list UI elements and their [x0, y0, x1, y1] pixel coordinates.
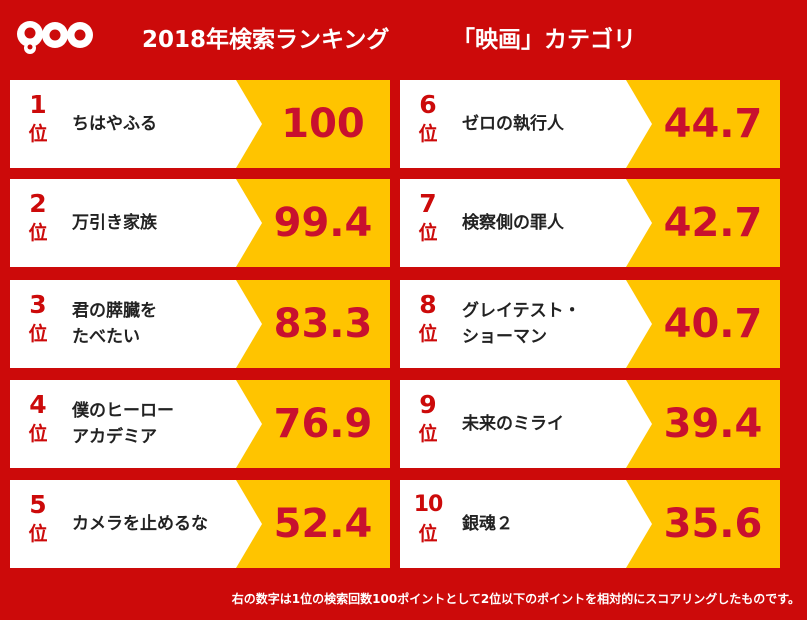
score-value: 83.3 — [273, 301, 373, 347]
category-title: 「映画」カテゴリ — [452, 27, 636, 53]
rank-number: 1 — [29, 90, 47, 119]
ranking-card-5: 5 位カメラを止めるな 52.4 — [10, 480, 390, 568]
rank-suffix: 位 — [28, 123, 48, 145]
rank-suffix: 位 — [28, 222, 48, 244]
movie-title-line: グレイテスト・ — [462, 301, 581, 321]
rank-suffix: 位 — [418, 423, 438, 445]
rank-suffix: 位 — [418, 222, 438, 244]
movie-title: 僕のヒーロー アカデミア — [72, 380, 252, 468]
score-value: 76.9 — [273, 401, 373, 447]
ranking-card-6: 6 位ゼロの執行人 44.7 — [400, 80, 780, 168]
chevron-divider — [226, 380, 262, 468]
score-value: 99.4 — [273, 200, 373, 246]
rank-number: 10 — [413, 492, 444, 517]
rank-suffix: 位 — [28, 423, 48, 445]
movie-title-line: 未来のミライ — [462, 414, 564, 434]
rank-suffix: 位 — [418, 523, 438, 545]
rank-suffix: 位 — [28, 323, 48, 345]
movie-title: 検察側の罪人 — [462, 179, 642, 267]
movie-title: ちはやふる — [72, 80, 252, 168]
movie-title-line: 万引き家族 — [72, 213, 157, 233]
rank-number: 5 — [29, 490, 47, 519]
rank-number: 6 — [419, 90, 437, 119]
ranking-card-9: 9 位未来のミライ 39.4 — [400, 380, 780, 468]
rank-number: 9 — [419, 390, 437, 419]
movie-title: 万引き家族 — [72, 179, 252, 267]
chevron-divider — [226, 80, 262, 168]
ranking-card-7: 7 位検察側の罪人 42.7 — [400, 179, 780, 267]
ranking-card-8: 8 位グレイテスト・ ショーマン 40.7 — [400, 280, 780, 368]
movie-title-line: 銀魂２ — [462, 514, 513, 534]
movie-title: カメラを止めるな — [72, 480, 252, 568]
ranking-card-10: 10 位 銀魂２ 35.6 — [400, 480, 780, 568]
score-value: 42.7 — [663, 200, 763, 246]
movie-title: 未来のミライ — [462, 380, 642, 468]
movie-title-line: 検察側の罪人 — [462, 213, 564, 233]
footnote: 右の数字は1位の検索回数100ポイントとして2位以下のポイントを相対的にスコアリ… — [231, 592, 800, 606]
score-value: 100 — [281, 101, 365, 147]
movie-title: 銀魂２ — [462, 480, 642, 568]
movie-title: ゼロの執行人 — [462, 80, 642, 168]
rank-number: 7 — [419, 189, 437, 218]
ranking-card-4: 4 位僕のヒーロー アカデミア 76.9 — [10, 380, 390, 468]
chevron-divider — [616, 480, 652, 568]
chevron-divider — [226, 480, 262, 568]
rank-suffix: 位 — [418, 323, 438, 345]
chevron-divider — [226, 179, 262, 267]
movie-title-line: たべたい — [72, 327, 140, 347]
page-title: 2018年検索ランキング — [142, 27, 390, 53]
ranking-card-1: 1 位ちはやふる 100 — [10, 80, 390, 168]
rank-number: 3 — [29, 290, 47, 319]
movie-title-line: ゼロの執行人 — [462, 114, 564, 134]
chevron-divider — [616, 80, 652, 168]
score-value: 44.7 — [663, 101, 763, 147]
movie-title-line: カメラを止めるな — [72, 514, 208, 534]
rank-number: 2 — [29, 189, 47, 218]
score-value: 35.6 — [663, 501, 763, 547]
movie-title: グレイテスト・ ショーマン — [462, 280, 642, 368]
movie-title-line: ショーマン — [462, 327, 547, 347]
movie-title-line: 君の膵臓を — [72, 301, 157, 321]
score-value: 40.7 — [663, 301, 763, 347]
chevron-divider — [616, 380, 652, 468]
movie-title: 君の膵臓を たべたい — [72, 280, 252, 368]
chevron-divider — [616, 179, 652, 267]
movie-title-line: アカデミア — [72, 427, 157, 447]
rank-suffix: 位 — [28, 523, 48, 545]
ranking-card-2: 2 位万引き家族 99.4 — [10, 179, 390, 267]
movie-title-line: 僕のヒーロー — [72, 401, 174, 421]
chevron-divider — [226, 280, 262, 368]
rank-number: 4 — [29, 390, 47, 419]
score-value: 52.4 — [273, 501, 373, 547]
rank-suffix: 位 — [418, 123, 438, 145]
chevron-divider — [616, 280, 652, 368]
score-value: 39.4 — [663, 401, 763, 447]
header: goo 2018年検索ランキング 「映画」カテゴリ — [0, 0, 807, 72]
goo-logo: goo — [17, 21, 93, 54]
rank-label: 10 位 — [408, 490, 448, 560]
ranking-card-3: 3 位君の膵臓を たべたい 83.3 — [10, 280, 390, 368]
movie-title-line: ちはやふる — [72, 114, 157, 134]
rank-number: 8 — [419, 290, 437, 319]
